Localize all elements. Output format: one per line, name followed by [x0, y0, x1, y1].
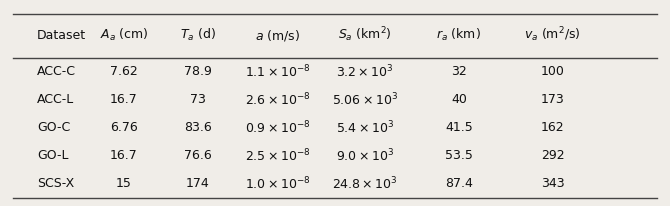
Text: $3.2 \times 10^{3}$: $3.2 \times 10^{3}$: [336, 63, 394, 80]
Text: 76.6: 76.6: [184, 149, 212, 162]
Text: 16.7: 16.7: [110, 93, 138, 106]
Text: 15: 15: [116, 177, 132, 190]
Text: $24.8 \times 10^{3}$: $24.8 \times 10^{3}$: [332, 176, 398, 192]
Text: $1.1 \times 10^{-8}$: $1.1 \times 10^{-8}$: [245, 63, 311, 80]
Text: 41.5: 41.5: [445, 121, 473, 134]
Text: $S_a$ (km$^2$): $S_a$ (km$^2$): [338, 26, 392, 44]
Text: $v_a$ (m$^2$/s): $v_a$ (m$^2$/s): [525, 26, 581, 44]
Text: 6.76: 6.76: [110, 121, 138, 134]
Text: $A_a$ (cm): $A_a$ (cm): [100, 27, 148, 43]
Text: $a$ (m/s): $a$ (m/s): [255, 28, 301, 42]
Text: 100: 100: [541, 65, 565, 78]
Text: $9.0 \times 10^{3}$: $9.0 \times 10^{3}$: [336, 147, 394, 164]
Text: 173: 173: [541, 93, 565, 106]
Text: $2.6 \times 10^{-8}$: $2.6 \times 10^{-8}$: [245, 91, 311, 108]
Text: $0.9 \times 10^{-8}$: $0.9 \times 10^{-8}$: [245, 119, 311, 136]
Text: 7.62: 7.62: [110, 65, 138, 78]
Text: $5.4 \times 10^{3}$: $5.4 \times 10^{3}$: [336, 119, 394, 136]
Text: 40: 40: [451, 93, 467, 106]
Text: 16.7: 16.7: [110, 149, 138, 162]
Text: 32: 32: [451, 65, 467, 78]
Text: 83.6: 83.6: [184, 121, 212, 134]
Text: $1.0 \times 10^{-8}$: $1.0 \times 10^{-8}$: [245, 176, 311, 192]
Text: SCS-X: SCS-X: [37, 177, 74, 190]
Text: $2.5 \times 10^{-8}$: $2.5 \times 10^{-8}$: [245, 147, 311, 164]
Text: 53.5: 53.5: [445, 149, 473, 162]
Text: 73: 73: [190, 93, 206, 106]
Text: 162: 162: [541, 121, 565, 134]
Text: 87.4: 87.4: [445, 177, 473, 190]
Text: ACC-C: ACC-C: [37, 65, 76, 78]
Text: 292: 292: [541, 149, 565, 162]
Text: $r_a$ (km): $r_a$ (km): [436, 27, 482, 43]
Text: GO-L: GO-L: [37, 149, 68, 162]
Text: 174: 174: [186, 177, 210, 190]
Text: $T_a$ (d): $T_a$ (d): [180, 27, 216, 43]
Text: 343: 343: [541, 177, 565, 190]
Text: GO-C: GO-C: [37, 121, 70, 134]
Text: 78.9: 78.9: [184, 65, 212, 78]
Text: $5.06 \times 10^{3}$: $5.06 \times 10^{3}$: [332, 91, 398, 108]
Text: ACC-L: ACC-L: [37, 93, 74, 106]
Text: Dataset: Dataset: [37, 28, 86, 42]
